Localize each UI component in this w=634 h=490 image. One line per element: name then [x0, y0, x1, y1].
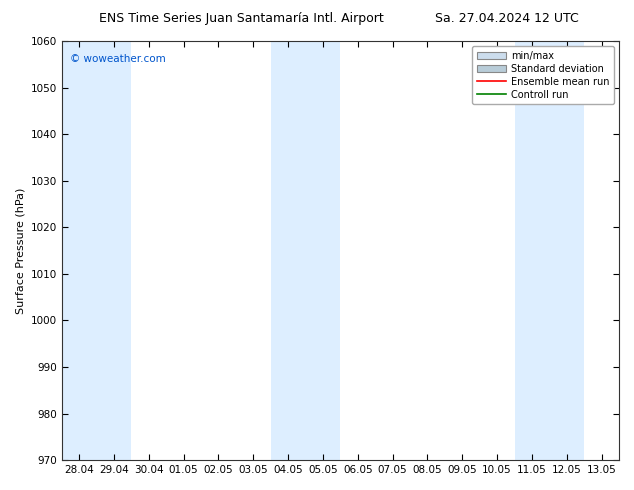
Bar [549, 41, 584, 460]
Legend: min/max, Standard deviation, Ensemble mean run, Controll run: min/max, Standard deviation, Ensemble me… [472, 46, 614, 104]
Bar [271, 41, 306, 460]
Bar [61, 41, 96, 460]
Text: Sa. 27.04.2024 12 UTC: Sa. 27.04.2024 12 UTC [436, 12, 579, 25]
Bar [306, 41, 340, 460]
Text: ENS Time Series Juan Santamaría Intl. Airport: ENS Time Series Juan Santamaría Intl. Ai… [98, 12, 384, 25]
Bar [96, 41, 131, 460]
Text: © woweather.com: © woweather.com [70, 53, 165, 64]
Y-axis label: Surface Pressure (hPa): Surface Pressure (hPa) [15, 187, 25, 314]
Bar [515, 41, 549, 460]
